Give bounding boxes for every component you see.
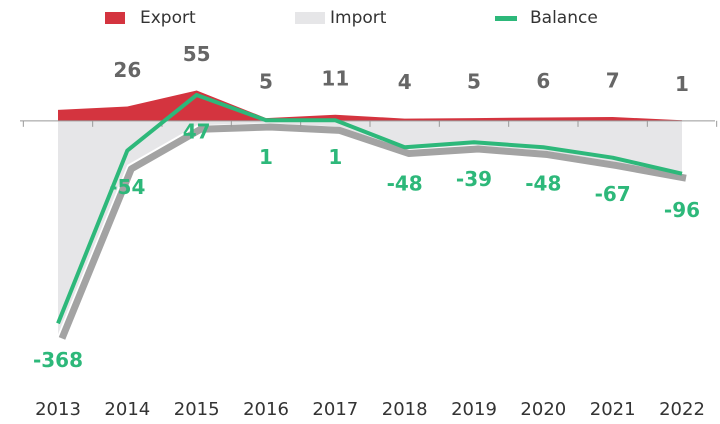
export-label: 5: [259, 70, 273, 94]
balance-label: -96: [664, 198, 700, 222]
export-label: 6: [536, 69, 550, 93]
balance-line: [56, 92, 683, 325]
balance-label: 47: [183, 119, 211, 143]
x-tick-label: 2015: [174, 399, 220, 420]
legend-label: Balance: [530, 8, 598, 28]
import-shadow: [58, 123, 687, 340]
x-tick-label: 2016: [243, 399, 289, 420]
balance-label: -368: [33, 348, 83, 372]
export-area: [58, 90, 682, 121]
x-tick-label: 2021: [590, 399, 636, 420]
export-label: 26: [113, 58, 141, 82]
balance-label: 1: [328, 145, 342, 169]
x-tick-label: 2017: [312, 399, 358, 420]
balance-label: -67: [595, 182, 631, 206]
x-tick-label: 2022: [659, 399, 705, 420]
legend-swatch: [105, 12, 125, 24]
balance-label: -54: [109, 175, 145, 199]
balance-label: -39: [456, 167, 492, 191]
x-tick-label: 2014: [104, 399, 150, 420]
balance-label: -48: [387, 172, 423, 196]
export-label: 7: [606, 68, 620, 92]
balance-label: 1: [259, 145, 273, 169]
x-tick-label: 2020: [520, 399, 566, 420]
balance-label: -48: [525, 172, 561, 196]
export-label: 55: [183, 42, 211, 66]
x-tick-label: 2019: [451, 399, 497, 420]
legend-label: Import: [330, 8, 387, 28]
legend-label: Export: [140, 8, 196, 28]
x-tick-label: 2018: [382, 399, 428, 420]
export-label: 4: [398, 70, 412, 94]
export-label: 11: [321, 66, 349, 90]
legend-swatch: [295, 12, 325, 24]
import-area: [58, 120, 682, 335]
legend-swatch: [495, 16, 517, 21]
export-label: 5: [467, 70, 481, 94]
export-label: 1: [675, 72, 689, 96]
x-tick-label: 2013: [35, 399, 81, 420]
